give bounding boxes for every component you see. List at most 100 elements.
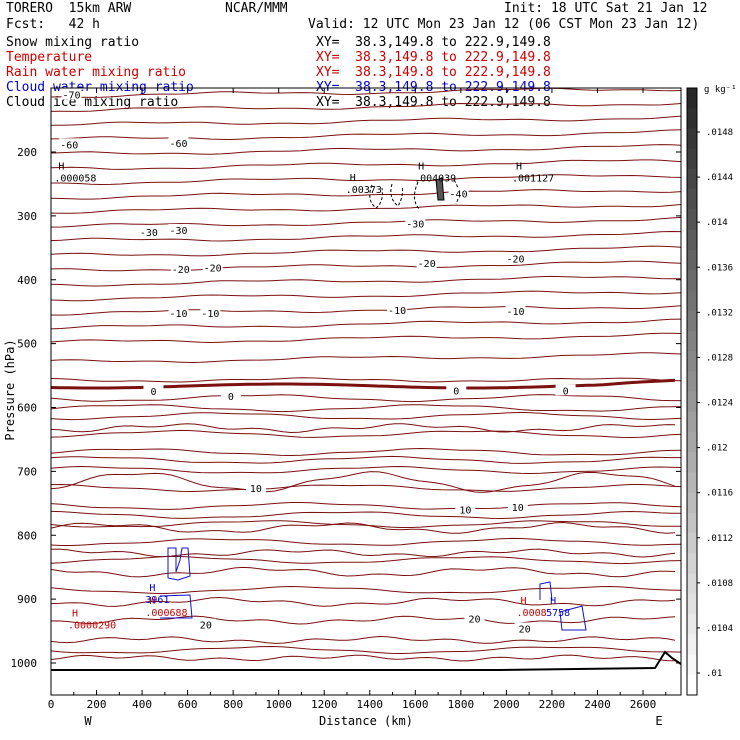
contour-label-bg <box>387 303 408 315</box>
colorbar-label: .0112 <box>706 534 733 544</box>
contour-label-bg <box>59 138 80 150</box>
x-tick-label: 2600 <box>630 698 657 711</box>
field-xy-temperature: XY= 38.3,149.8 to 222.9,149.8 <box>316 50 551 65</box>
isotherm-line <box>50 260 682 272</box>
colorbar-segment <box>687 189 697 210</box>
terrain-line <box>51 650 682 671</box>
maximum-value: 5758 <box>546 608 570 619</box>
contour-label: -20 <box>172 265 190 276</box>
contour-label-bg <box>505 305 526 317</box>
isotherm-line <box>50 352 682 364</box>
colorbar: .0148 .0144 .014 .0136 .0132 .0128 .0124 .012 .0… <box>686 85 737 696</box>
colorbar-segment <box>687 310 697 332</box>
y-tick-label: 500 <box>17 338 37 351</box>
colorbar-unit: g kg⁻¹ <box>704 85 737 95</box>
colorbar-segment <box>687 391 697 413</box>
field-name-snow: Snow mixing ratio <box>6 35 140 50</box>
maximum-h-marker: H <box>550 596 556 607</box>
isotherm-line <box>50 377 682 383</box>
maximum-h-marker: H <box>58 162 64 173</box>
field-xy-snow: XY= 38.3,149.8 to 222.9,149.8 <box>316 35 551 50</box>
isotherm-line <box>50 520 682 528</box>
colorbar-segment <box>687 492 697 514</box>
x-tick-label: 2400 <box>584 698 611 711</box>
maximum-value: .0000290 <box>68 621 116 632</box>
contour-label: -10 <box>169 309 187 320</box>
isotherm-line <box>50 645 682 655</box>
x-tick-label: 2000 <box>493 698 520 711</box>
isotherm-line <box>50 537 682 546</box>
maxima-labels: H.000058 H.00373H.004039H.001127H.0000290… <box>54 162 570 632</box>
isotherm-line <box>50 245 682 257</box>
contour-label: -10 <box>201 309 219 320</box>
x-tick-label: 800 <box>223 698 243 711</box>
header-init: Init: 18 UTC Sat 21 Jan 12 <box>504 1 708 16</box>
colorbar-segment <box>687 290 697 312</box>
colorbar-segment <box>687 533 697 554</box>
contour-label: 10 <box>512 503 524 514</box>
colorbar-label: .0104 <box>706 624 733 634</box>
isotherm-line <box>50 129 682 141</box>
contour-label-bg <box>168 137 189 149</box>
isotherm-line <box>51 174 682 186</box>
contour-label: 0 <box>563 386 569 397</box>
x-tick-label: 1200 <box>311 698 338 711</box>
contour-label-bg <box>416 257 437 269</box>
isotherm-line <box>50 510 682 520</box>
colorbar-segment <box>687 593 697 615</box>
isotherm-line <box>50 447 682 457</box>
colorbar-segment <box>687 573 697 595</box>
isotherm-line <box>50 275 682 287</box>
contour-label: 0 <box>150 387 156 398</box>
x-axis-left-end: W <box>84 714 92 728</box>
isotherm-line <box>50 615 676 625</box>
contour-label: 0 <box>453 386 459 397</box>
maximum-value: .004039 <box>414 174 456 185</box>
header-fcst: Fcst: 42 h <box>6 17 100 32</box>
colorbar-segment <box>687 614 697 635</box>
maximum-h-marker: H <box>418 162 424 173</box>
x-axis-right-end: E <box>655 714 662 728</box>
colorbar-label: .0128 <box>706 353 733 363</box>
contour-label: -30 <box>140 228 158 239</box>
colorbar-segment <box>687 634 697 656</box>
isotherm-line <box>50 548 676 558</box>
colorbar-segment <box>687 128 697 150</box>
header-model: TORERO 15km ARW <box>6 1 132 16</box>
isotherm-line <box>50 144 682 155</box>
contour-label-bg <box>168 306 189 318</box>
contour-labels: -70 -60 -60 -40 -30 -30 -30 -20 -20 -20 -20 -10 -10 -… <box>59 88 576 636</box>
contour-label-bg <box>448 187 469 199</box>
isotherm-line <box>50 471 676 493</box>
colorbar-label: .0108 <box>706 579 733 589</box>
contour-label: -20 <box>204 264 222 275</box>
field-name-rain: Rain water mixing ratio <box>6 65 187 80</box>
maximum-h-marker: H <box>149 596 155 607</box>
maximum-value: .0008 <box>517 608 547 619</box>
x-tick-label: 0 <box>48 698 55 711</box>
x-axis: 0 200 400 600 800 1000 1200 1400 1600 1800 2000 220… <box>48 88 667 711</box>
isotherm-contours <box>50 87 682 662</box>
isotherm-line <box>50 87 682 98</box>
isotherm-line <box>50 596 676 607</box>
y-tick-label: 1000 <box>11 657 38 670</box>
isotherm-line <box>50 159 682 170</box>
isotherm-line <box>50 483 682 493</box>
contour-label-bg <box>505 252 526 264</box>
contour-label-bg <box>514 622 535 634</box>
isotherm-line <box>50 585 682 595</box>
contour-label: 20 <box>468 614 480 625</box>
snow-core <box>435 177 445 201</box>
contour-label: 0 <box>228 392 234 403</box>
maximum-value: .001127 <box>512 174 554 185</box>
colorbar-segment <box>687 512 697 534</box>
contour-label-bg <box>555 384 576 396</box>
isotherm-line <box>50 318 682 330</box>
contour-label-bg <box>168 223 189 235</box>
cloud-water-contour <box>559 605 587 631</box>
colorbar-label: .0124 <box>706 399 733 409</box>
x-tick-label: 600 <box>178 698 198 711</box>
isotherm-line <box>50 216 682 228</box>
x-tick-label: 1400 <box>357 698 384 711</box>
y-tick-label: 300 <box>17 210 37 223</box>
